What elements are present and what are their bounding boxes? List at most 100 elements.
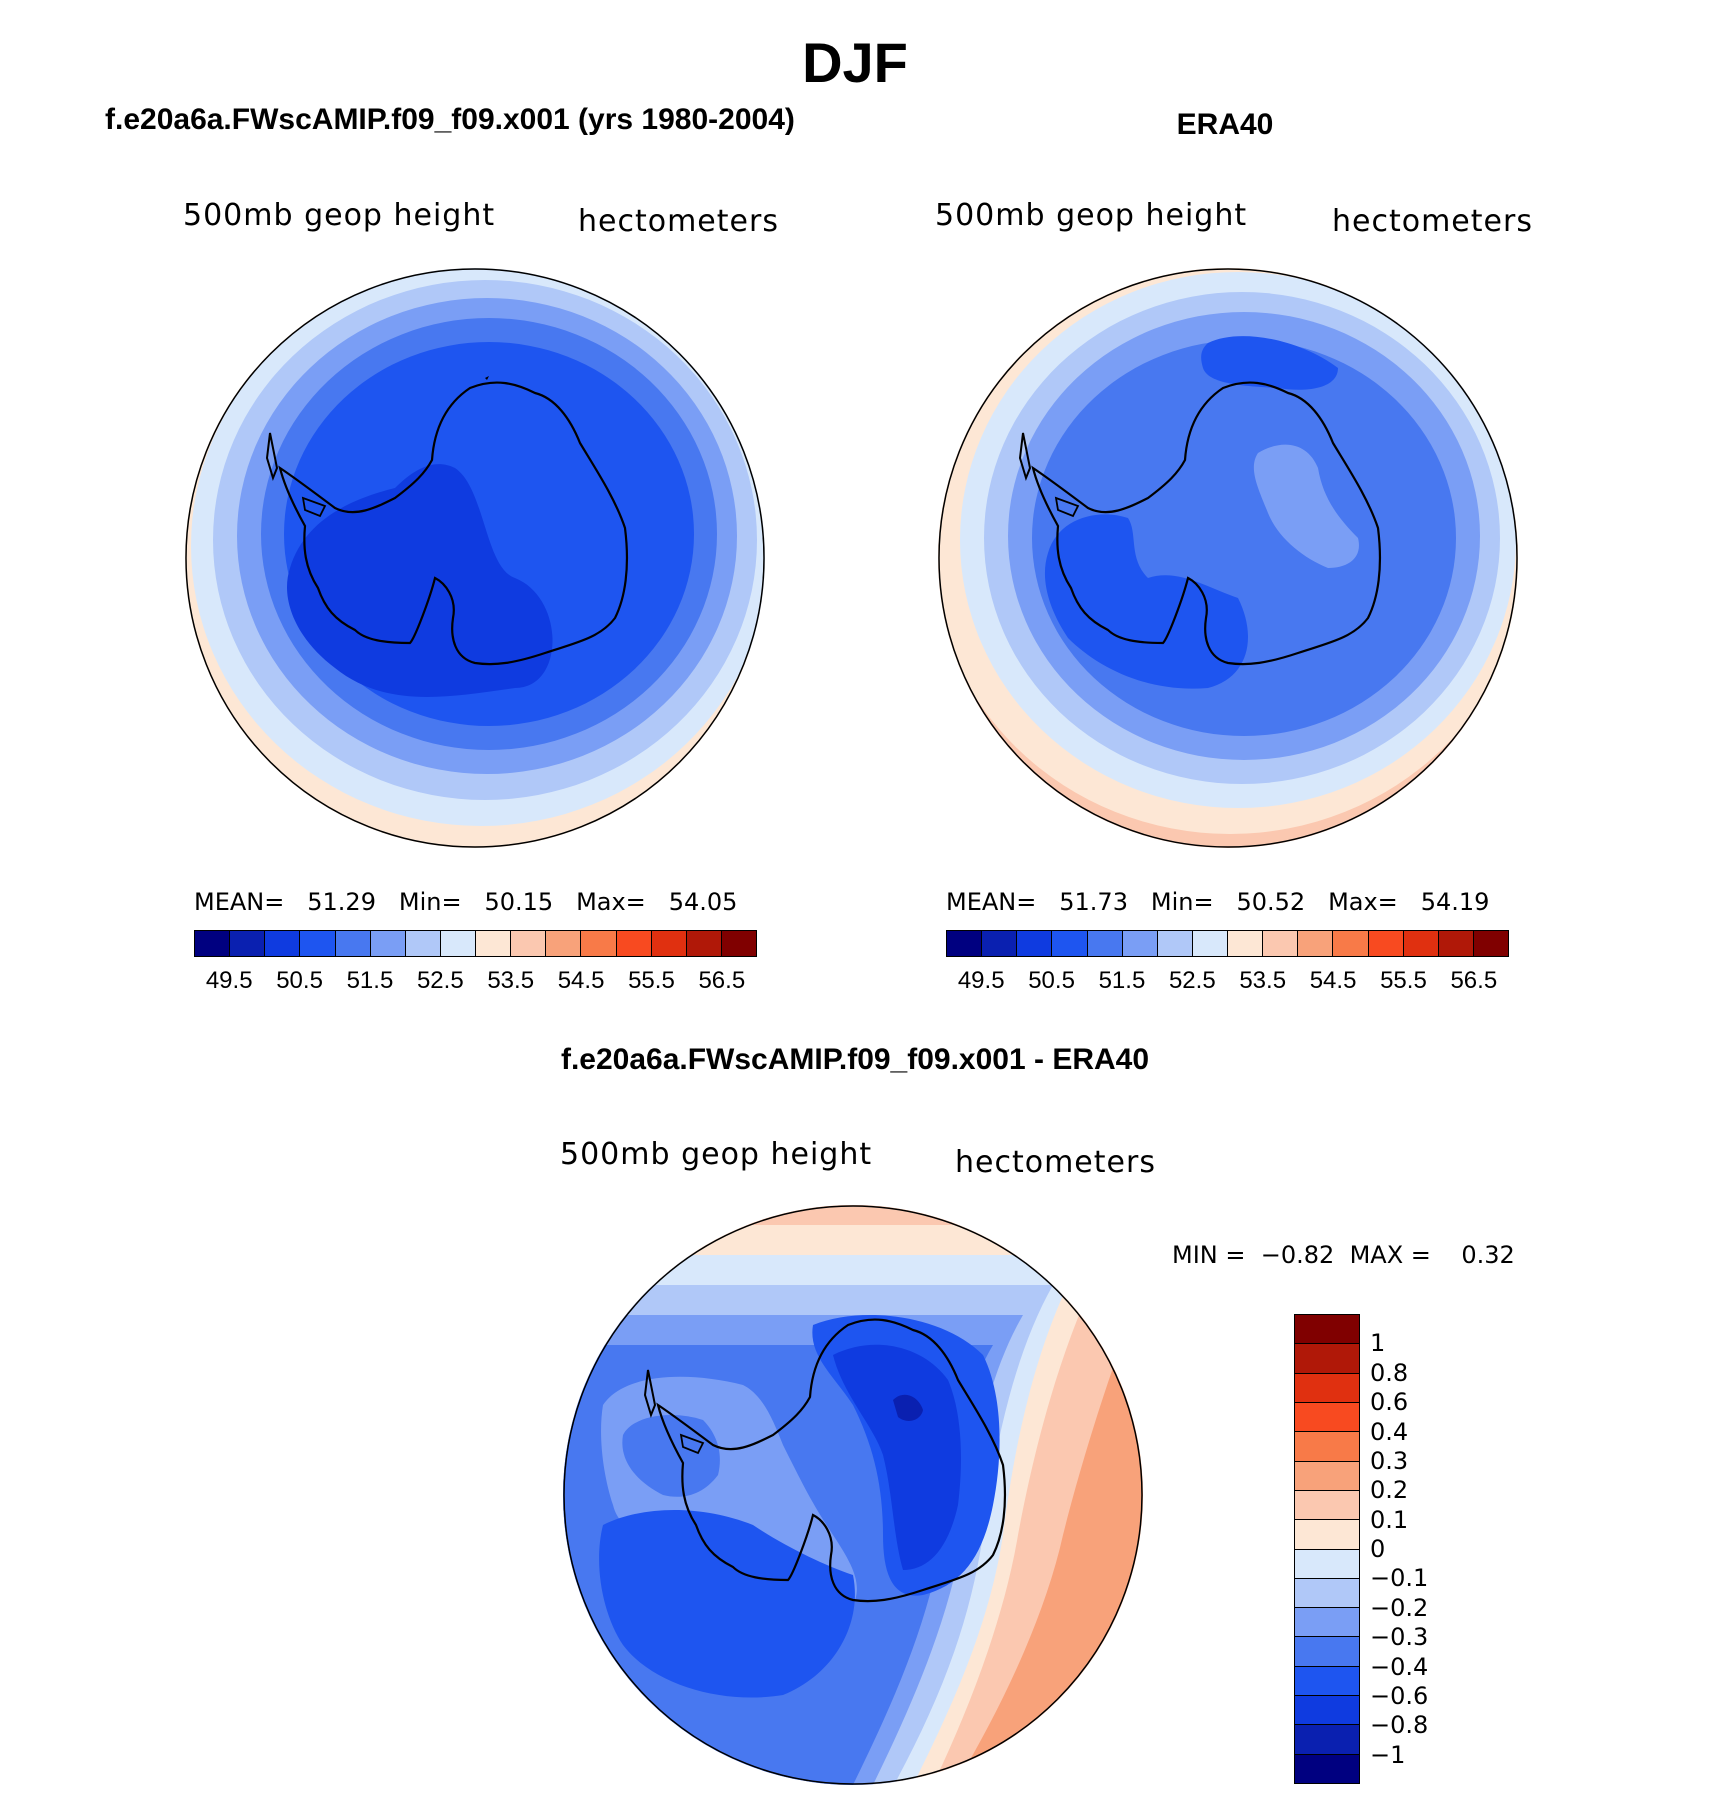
left-colorbar-labels: 49.5 50.5 51.5 52.5 53.5 54.5 55.5 56.5 — [194, 967, 757, 994]
colorbar-tick-label: 56.5 — [1450, 967, 1498, 994]
colorbar-swatch — [1017, 931, 1053, 956]
right-colorbar-labels: 49.5 50.5 51.5 52.5 53.5 54.5 55.5 56.5 — [946, 967, 1509, 994]
colorbar-swatch — [1295, 1490, 1359, 1521]
colorbar-swatch — [1295, 1549, 1359, 1579]
left-units-label: hectometers — [578, 204, 779, 239]
colorbar-tick-label: 53.5 — [1239, 967, 1287, 994]
colorbar-tick-label: 54.5 — [1309, 967, 1357, 994]
right-max-value: 54.19 — [1420, 888, 1490, 916]
antarctica-coastline — [278, 381, 629, 666]
right-colorbar — [946, 930, 1509, 957]
colorbar-swatch — [1228, 931, 1264, 956]
diff-colorbar-tick-label: −1 — [1370, 1740, 1406, 1769]
right-variable-label: 500mb geop height — [935, 198, 1248, 233]
main-title: DJF — [802, 31, 908, 94]
left-max-label: Max= — [576, 888, 646, 916]
colorbar-swatch — [1438, 931, 1474, 956]
colorbar-tick-label: 49.5 — [957, 967, 1005, 994]
colorbar-swatch — [476, 931, 512, 956]
diff-max-label: MAX = — [1349, 1241, 1431, 1269]
colorbar-tick-label: 50.5 — [276, 967, 323, 994]
left-panel-title: f.e20a6a.FWscAMIP.f09_f09.x001 (yrs 1980… — [105, 103, 795, 136]
colorbar-swatch — [1473, 931, 1508, 956]
colorbar-swatch — [1403, 931, 1439, 956]
colorbar-swatch — [440, 931, 476, 956]
colorbar-swatch — [546, 931, 582, 956]
colorbar-tick-label: 51.5 — [346, 967, 394, 994]
colorbar-swatch — [195, 931, 231, 956]
colorbar-swatch — [1295, 1754, 1359, 1783]
left-max-value: 54.05 — [668, 888, 738, 916]
colorbar-swatch — [581, 931, 617, 956]
left-stats: MEAN= 51.29 Min= 50.15 Max= 54.05 — [194, 888, 737, 916]
colorbar-swatch — [1295, 1315, 1359, 1345]
diff-colorbar-tick-label: 0.2 — [1370, 1476, 1409, 1505]
left-mean-label: MEAN= — [194, 888, 285, 916]
left-min-label: Min= — [398, 888, 462, 916]
colorbar-swatch — [1295, 1637, 1359, 1667]
colorbar-swatch — [1295, 1432, 1359, 1462]
colorbar-swatch — [982, 931, 1018, 956]
diff-colorbar-tick-label: −0.8 — [1370, 1711, 1429, 1740]
colorbar-swatch — [1295, 1520, 1359, 1550]
colorbar-swatch — [265, 931, 301, 956]
colorbar-swatch — [1295, 1696, 1359, 1726]
colorbar-swatch — [1263, 931, 1299, 956]
colorbar-swatch — [1052, 931, 1088, 956]
right-stats: MEAN= 51.73 Min= 50.52 Max= 54.19 — [946, 888, 1489, 916]
diff-variable-label: 500mb geop height — [560, 1137, 873, 1172]
diff-min-value: −0.82 — [1260, 1241, 1335, 1269]
colorbar-swatch — [651, 931, 687, 956]
diff-colorbar-tick-label: 0 — [1370, 1535, 1386, 1563]
colorbar-tick-label: 50.5 — [1028, 967, 1075, 994]
diff-colorbar — [1294, 1314, 1360, 1784]
colorbar-swatch — [1295, 1402, 1359, 1433]
left-variable-label: 500mb geop height — [183, 198, 496, 233]
diff-colorbar-tick-label: −0.6 — [1370, 1681, 1429, 1710]
colorbar-swatch — [1295, 1344, 1359, 1374]
colorbar-swatch — [1298, 931, 1334, 956]
colorbar-tick-label: 55.5 — [1380, 967, 1427, 994]
colorbar-swatch — [686, 931, 722, 956]
diff-colorbar-tick-label: 0.3 — [1370, 1446, 1409, 1475]
colorbar-swatch — [1368, 931, 1404, 956]
left-map — [185, 268, 765, 848]
left-colorbar — [194, 930, 757, 957]
diff-colorbar-tick-label: −0.1 — [1370, 1564, 1429, 1593]
colorbar-swatch — [616, 931, 652, 956]
colorbar-swatch — [1295, 1461, 1359, 1491]
colorbar-swatch — [300, 931, 336, 956]
colorbar-tick-label: 52.5 — [1168, 967, 1216, 994]
diff-units-label: hectometers — [955, 1145, 1156, 1180]
right-map — [938, 268, 1518, 848]
diff-colorbar-tick-label: 0.4 — [1370, 1417, 1409, 1446]
right-mean-value: 51.73 — [1059, 888, 1128, 916]
colorbar-swatch — [1295, 1666, 1359, 1697]
colorbar-swatch — [1122, 931, 1158, 956]
diff-colorbar-tick-label: −0.4 — [1370, 1652, 1429, 1681]
colorbar-swatch — [405, 931, 441, 956]
right-mean-label: MEAN= — [946, 888, 1037, 916]
colorbar-swatch — [1295, 1373, 1359, 1403]
diff-minmax: MIN = −0.82 MAX = 0.32 — [1172, 1241, 1515, 1269]
colorbar-tick-label: 56.5 — [698, 967, 746, 994]
diff-colorbar-tick-label: −0.3 — [1370, 1623, 1429, 1652]
diff-max-value: 0.32 — [1461, 1241, 1515, 1269]
diff-map — [563, 1205, 1143, 1785]
left-min-value: 50.15 — [484, 888, 554, 916]
colorbar-swatch — [370, 931, 406, 956]
right-panel-title: ERA40 — [1176, 108, 1274, 141]
colorbar-tick-label: 52.5 — [416, 967, 464, 994]
colorbar-swatch — [1295, 1725, 1359, 1755]
diff-colorbar-tick-label: 1 — [1370, 1329, 1386, 1358]
right-min-value: 50.52 — [1236, 888, 1306, 916]
colorbar-swatch — [1192, 931, 1228, 956]
colorbar-swatch — [721, 931, 756, 956]
colorbar-tick-label: 55.5 — [628, 967, 675, 994]
diff-panel-title: f.e20a6a.FWscAMIP.f09_f09.x001 - ERA40 — [560, 1043, 1150, 1076]
colorbar-swatch — [1087, 931, 1123, 956]
right-min-label: Min= — [1150, 888, 1214, 916]
colorbar-swatch — [1295, 1578, 1359, 1609]
colorbar-swatch — [947, 931, 983, 956]
colorbar-tick-label: 53.5 — [487, 967, 535, 994]
